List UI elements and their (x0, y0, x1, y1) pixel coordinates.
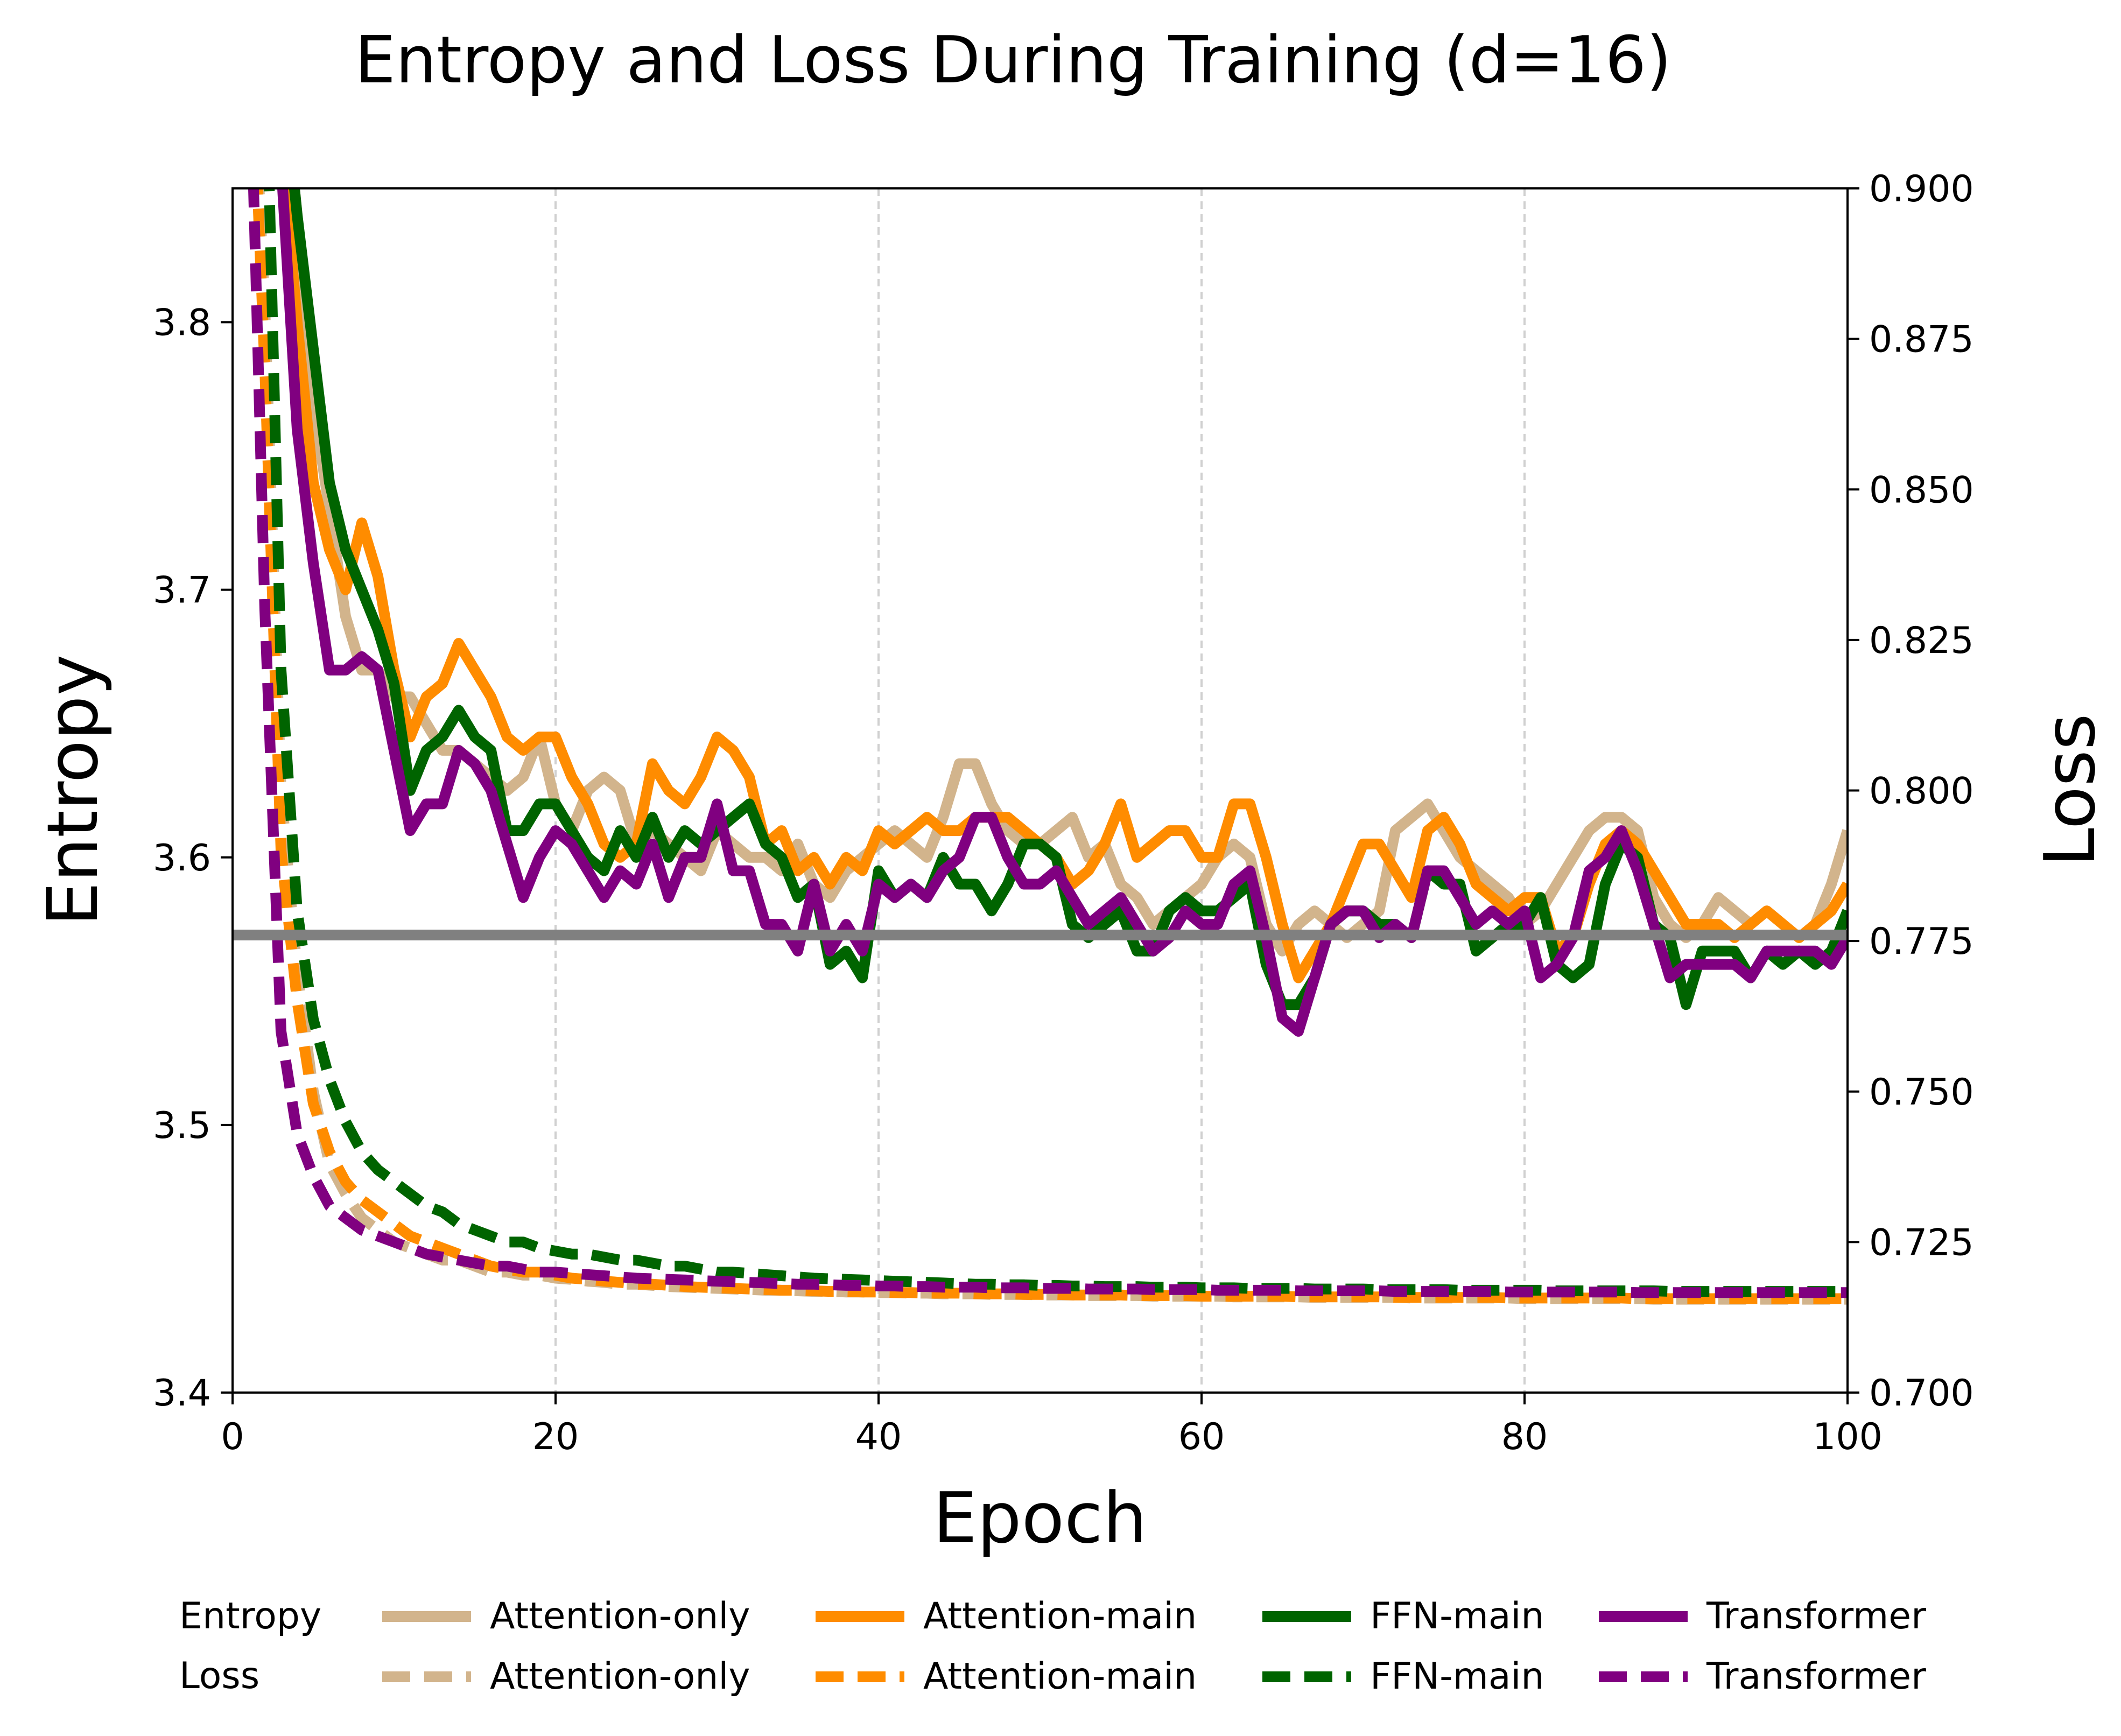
loss-line-transformer (248, 188, 1848, 1298)
entropy-line-attention-main (280, 188, 1848, 983)
x-tick-label: 0 (221, 1416, 244, 1458)
loss-line-attention-main (252, 188, 1848, 1304)
series-lines (248, 188, 1848, 1305)
y-left-tick-label: 3.4 (153, 1372, 211, 1415)
plot-frame (231, 187, 1849, 1394)
legend-label: Transformer (1706, 1595, 1926, 1637)
y-left-axis-label: Entropy (32, 654, 114, 926)
y-right-tick-label: 0.900 (1869, 168, 1974, 210)
y-right-tick-label: 0.725 (1869, 1221, 1974, 1264)
entropy-line-ffn-main (289, 188, 1848, 1010)
x-tick-label: 60 (1178, 1416, 1225, 1458)
entropy-line-transformer (277, 188, 1848, 1037)
legend-label: FFN-main (1370, 1655, 1544, 1698)
y-right-axis-label: Loss (2029, 713, 2111, 867)
legend: Entropy Loss Attention-only Attention-mai… (179, 1595, 1926, 1698)
loss-line-attention-only (254, 188, 1848, 1305)
y-right-tick-label: 0.875 (1869, 319, 1974, 361)
loss-line-ffn-main (264, 188, 1848, 1297)
y-right-tick-label: 0.775 (1869, 920, 1974, 963)
entropy-line-attention-only (289, 188, 1848, 957)
y-left-tick-label: 3.6 (153, 837, 211, 880)
y-right-tick-label: 0.850 (1869, 469, 1974, 511)
legend-label: FFN-main (1370, 1595, 1544, 1637)
legend-label: Attention-main (923, 1595, 1197, 1637)
legend-label: Transformer (1706, 1655, 1926, 1698)
y-left-tick-label: 3.8 (153, 302, 211, 345)
y-right-tick-label: 0.750 (1869, 1071, 1974, 1114)
legend-label: Attention-only (490, 1595, 750, 1637)
x-axis-label: Epoch (933, 1477, 1147, 1559)
legend-label: Attention-main (923, 1655, 1197, 1698)
y-left-tick-label: 3.5 (153, 1105, 211, 1147)
x-axis-ticks: 0 20 40 60 80 100 (221, 1393, 1883, 1458)
y-right-axis-ticks: 0.700 0.725 0.750 0.775 0.800 0.825 0.850 0.875… (1848, 168, 1974, 1415)
x-tick-label: 20 (532, 1416, 579, 1458)
y-left-axis-ticks: 3.4 3.5 3.6 3.7 3.8 (153, 302, 233, 1415)
legend-label: Attention-only (490, 1655, 750, 1698)
x-tick-label: 80 (1501, 1416, 1548, 1458)
y-right-tick-label: 0.825 (1869, 620, 1974, 662)
x-tick-label: 100 (1813, 1416, 1883, 1458)
grid-lines (554, 188, 1526, 1393)
chart-title: Entropy and Loss During Training (d=16) (355, 23, 1671, 98)
y-right-tick-label: 0.800 (1869, 770, 1974, 813)
x-tick-label: 40 (855, 1416, 902, 1458)
legend-row-label-entropy: Entropy (179, 1595, 321, 1637)
y-right-tick-label: 0.700 (1869, 1372, 1974, 1415)
legend-row-label-loss: Loss (179, 1655, 259, 1697)
y-left-tick-label: 3.7 (153, 570, 211, 612)
